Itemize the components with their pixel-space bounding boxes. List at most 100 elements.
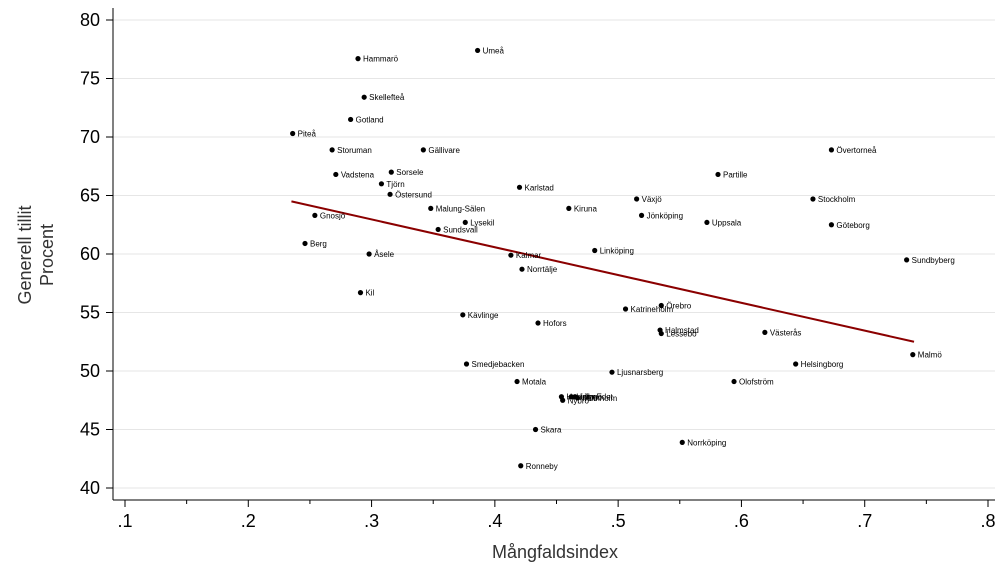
- y-tick-label: 60: [80, 244, 100, 264]
- data-point-label: Halmstad: [665, 326, 699, 335]
- data-point: [535, 320, 541, 326]
- data-point: [518, 463, 524, 469]
- data-point-label: Växjö: [642, 195, 663, 204]
- data-point: [532, 426, 539, 433]
- fit-line-layer: [291, 200, 915, 343]
- data-point-label: Linköping: [600, 246, 634, 255]
- data-point: [460, 312, 466, 318]
- data-point-label: Gnosjö: [320, 211, 346, 220]
- data-point-label: Göteborg: [836, 221, 869, 230]
- data-point-label: Kävlinge: [468, 311, 499, 320]
- data-point: [638, 212, 645, 218]
- x-axis-title: Mångfaldsindex: [492, 542, 618, 562]
- data-point-label: Helsingborg: [801, 360, 844, 369]
- y-tick-label: 65: [80, 186, 100, 206]
- data-point-label: Tjörn: [386, 180, 404, 189]
- data-point-label: Uppsala: [712, 218, 742, 227]
- x-tick-label: .1: [117, 511, 132, 531]
- data-point: [592, 247, 598, 254]
- data-point: [290, 130, 296, 137]
- data-point-label: Västerås: [770, 328, 802, 337]
- data-point: [387, 191, 393, 197]
- data-point-label: Hofors: [543, 319, 567, 328]
- data-point: [679, 439, 685, 445]
- data-point-label: Sundbyberg: [912, 256, 955, 265]
- y-tick-label: 40: [80, 478, 100, 498]
- data-point-label: Stockholm: [818, 195, 856, 204]
- data-point: [463, 361, 470, 367]
- data-point-label: Mölnholm: [582, 394, 617, 403]
- data-point-label: Sorsele: [396, 168, 424, 177]
- data-point: [361, 94, 367, 100]
- data-point-label: Skara: [541, 426, 562, 435]
- data-point-label: Ljusnarsberg: [617, 368, 663, 377]
- ticks-layer: 40 45 50 55 60 65 70 75 80 .1 .2 .3 .4 .5 .6 .7 .8: [80, 10, 996, 531]
- data-point-label: Storuman: [337, 146, 372, 155]
- data-point-label: Motala: [522, 378, 547, 387]
- data-point-label: Haninge: [566, 393, 596, 402]
- data-point-label: Gällivare: [428, 146, 460, 155]
- data-point-label: Jönköping: [647, 211, 683, 220]
- y-axis-subtitle: Procent: [37, 224, 57, 286]
- data-point-label: Sundsvall: [443, 225, 478, 234]
- data-point-label: Katrineholm: [631, 305, 674, 314]
- data-point-label: Lidingö: [576, 393, 602, 402]
- data-point: [388, 169, 394, 175]
- data-point: [357, 290, 364, 296]
- data-point: [574, 395, 581, 401]
- y-tick-label: 45: [80, 420, 100, 440]
- y-tick-label: 70: [80, 127, 100, 147]
- data-point: [508, 252, 514, 258]
- x-tick-label: .2: [241, 511, 256, 531]
- data-point: [519, 266, 525, 272]
- data-point: [910, 352, 916, 358]
- data-point-label: Kiruna: [574, 204, 598, 213]
- data-point-label: Vadstena: [341, 170, 375, 179]
- data-point-label: Örebro: [666, 301, 691, 310]
- data-point-label: Kil: [365, 289, 374, 298]
- data-point: [609, 369, 615, 375]
- y-axis-title: Generell tillit: [15, 205, 35, 304]
- data-point: [658, 302, 664, 309]
- data-point: [514, 378, 520, 385]
- data-point-label: Åsele: [374, 250, 395, 259]
- x-tick-label: .7: [857, 511, 872, 531]
- data-point: [715, 171, 721, 178]
- data-point: [810, 196, 816, 202]
- x-tick-label: .4: [487, 511, 502, 531]
- data-point: [658, 330, 664, 337]
- data-point: [428, 205, 434, 211]
- data-point-label: Hammarö: [363, 55, 399, 64]
- data-point: [333, 171, 339, 178]
- data-point: [302, 240, 308, 247]
- data-point: [378, 181, 385, 187]
- data-point: [435, 226, 441, 233]
- data-point: [516, 184, 523, 190]
- y-tick-label: 55: [80, 303, 100, 323]
- data-point-label: Olofström: [739, 378, 774, 387]
- data-point: [762, 329, 768, 335]
- y-tick-label: 75: [80, 69, 100, 89]
- data-point: [793, 361, 799, 367]
- data-point-label: Lessebo: [666, 330, 697, 339]
- x-tick-label: .5: [611, 511, 626, 531]
- data-point: [560, 397, 566, 403]
- data-point: [634, 196, 640, 202]
- data-point: [731, 378, 737, 385]
- x-tick-label: .3: [364, 511, 379, 531]
- grid-layer: [113, 19, 995, 489]
- data-point: [704, 219, 710, 226]
- data-point-label: Piteå: [298, 129, 317, 138]
- data-point-label: Malung-Sälen: [436, 204, 485, 213]
- data-point: [474, 47, 481, 54]
- data-point: [312, 212, 318, 218]
- data-point-label: Karlstad: [525, 183, 554, 192]
- data-point-label: Partille: [723, 170, 748, 179]
- data-point: [420, 147, 426, 153]
- data-point-label: Norrtälje: [527, 265, 558, 274]
- x-tick-label: .6: [734, 511, 749, 531]
- data-point: [366, 251, 372, 257]
- data-point-label: Lilla Edet: [580, 393, 614, 402]
- data-point-label: Kalmar: [516, 251, 542, 260]
